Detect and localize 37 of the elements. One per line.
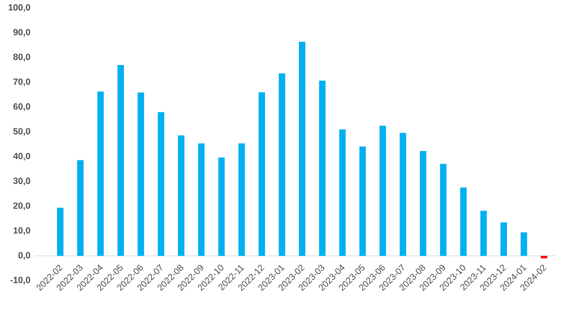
bar (298, 42, 306, 256)
y-tick-label: 90,0 (13, 29, 30, 37)
y-tick-label: 10,0 (14, 227, 30, 236)
bar (158, 112, 164, 256)
bar (380, 126, 386, 256)
y-tick-label: 100,0 (8, 4, 30, 12)
bar (258, 92, 266, 256)
bar (520, 232, 528, 256)
y-tick-label: 80,0 (13, 54, 30, 62)
y-tick-label: 60,0 (13, 104, 30, 112)
y-tick-label: -10,0 (10, 277, 30, 285)
bar (480, 210, 487, 256)
bar (198, 144, 205, 256)
bar (77, 160, 84, 256)
bar (440, 164, 446, 256)
bar (540, 256, 548, 259)
y-tick-label: 20,0 (13, 202, 30, 210)
bar (218, 158, 225, 256)
y-tick-label: 40,0 (13, 153, 30, 161)
bar (238, 144, 245, 256)
bar (57, 208, 64, 256)
bar (460, 188, 467, 256)
y-tick-label: 70,0 (13, 78, 30, 86)
y-tick-label: 50,0 (13, 128, 30, 136)
bar (359, 146, 366, 256)
bar (500, 222, 507, 256)
bar (278, 74, 286, 256)
bar (420, 151, 426, 256)
bar (178, 136, 184, 256)
bar (117, 65, 124, 256)
y-tick-label: 0,0 (18, 252, 30, 260)
y-tick-label: 30,0 (13, 178, 30, 186)
bar (339, 130, 346, 256)
bar (138, 92, 144, 256)
bar (319, 80, 326, 256)
bar (400, 133, 406, 256)
bar (97, 92, 104, 256)
